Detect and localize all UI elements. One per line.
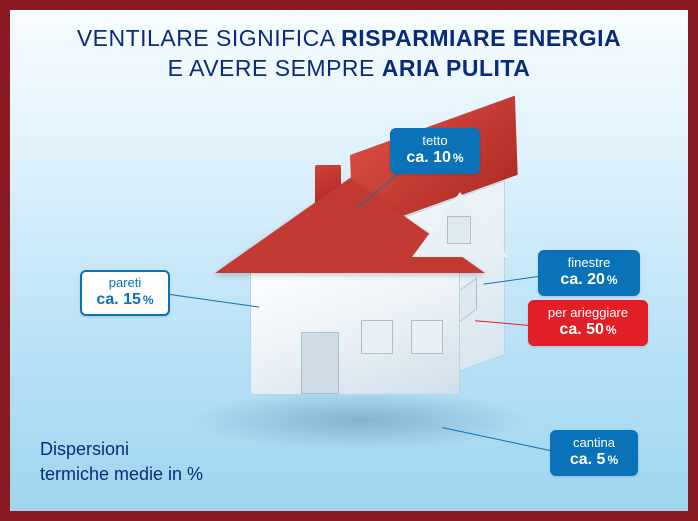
callout-finestre-label: finestre [550, 256, 628, 271]
title-part3: E AVERE SEMPRE [168, 55, 382, 81]
callout-arieggiare: per arieggiareca. 50% [528, 300, 648, 346]
window-front-1 [361, 320, 393, 354]
infographic-frame: VENTILARE SIGNIFICA RISPARMIARE ENERGIA … [0, 0, 698, 521]
window-gable [447, 216, 471, 244]
house-front-wall [250, 265, 460, 395]
callout-tetto-value: ca. 10% [402, 149, 468, 167]
footnote: Dispersioni termiche medie in % [40, 437, 203, 486]
callout-arieggiare-label: per arieggiare [540, 306, 636, 321]
title-part4: ARIA PULITA [382, 55, 531, 81]
callout-tetto-label: tetto [402, 134, 468, 149]
callout-cantina-value: ca. 5% [562, 451, 626, 469]
footnote-line2: termiche medie in % [40, 464, 203, 484]
callout-finestre-value: ca. 20% [550, 271, 628, 289]
window-front-2 [411, 320, 443, 354]
callout-finestre: finestreca. 20% [538, 250, 640, 296]
footnote-line1: Dispersioni [40, 439, 129, 459]
callout-pareti-value: ca. 15% [92, 291, 158, 309]
callout-cantina: cantinaca. 5% [550, 430, 638, 476]
house-shadow [190, 390, 530, 450]
title-part2: RISPARMIARE ENERGIA [341, 25, 621, 51]
door [301, 332, 339, 394]
callout-pareti-label: pareti [92, 276, 158, 291]
callout-pareti: paretica. 15% [80, 270, 170, 316]
title-part1: VENTILARE SIGNIFICA [77, 25, 341, 51]
callout-tetto: tettoca. 10% [390, 128, 480, 174]
main-title: VENTILARE SIGNIFICA RISPARMIARE ENERGIA … [10, 10, 688, 84]
callout-cantina-label: cantina [562, 436, 626, 451]
callout-arieggiare-value: ca. 50% [540, 321, 636, 339]
